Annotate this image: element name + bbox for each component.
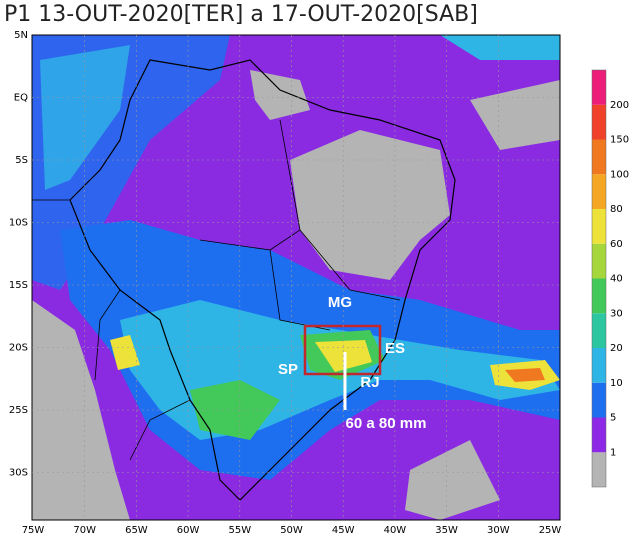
title: P1 13-OUT-2020[TER] a 17-OUT-2020[SAB] bbox=[4, 2, 478, 27]
lon-label: 75W bbox=[22, 525, 45, 536]
colorbar-box bbox=[592, 417, 606, 453]
colorbar-label: 10 bbox=[610, 378, 623, 389]
lon-label: 65W bbox=[125, 525, 148, 536]
annotation: ES bbox=[385, 340, 405, 357]
precipitation-field bbox=[32, 35, 560, 520]
lon-label: 50W bbox=[280, 525, 303, 536]
lon-label: 60W bbox=[177, 525, 200, 536]
annotation: SP bbox=[278, 361, 298, 378]
annotation: RJ bbox=[360, 374, 379, 391]
lat-label: 20S bbox=[9, 343, 28, 354]
lat-label: 15S bbox=[9, 280, 28, 291]
colorbar-label: 150 bbox=[610, 135, 629, 146]
lat-label: EQ bbox=[14, 93, 28, 104]
colorbar-box bbox=[592, 104, 606, 140]
map-frame bbox=[31, 34, 561, 521]
annotation: MG bbox=[328, 294, 352, 311]
lon-label: 35W bbox=[435, 525, 458, 536]
colorbar-box bbox=[592, 70, 606, 105]
colorbar-box bbox=[592, 174, 606, 209]
colorbar-box bbox=[592, 243, 606, 279]
colorbar-box bbox=[592, 139, 606, 175]
colorbar-label: 1 bbox=[610, 447, 616, 458]
lon-label: 40W bbox=[384, 525, 407, 536]
colorbar-label: 30 bbox=[610, 308, 623, 319]
lat-label: 30S bbox=[9, 468, 28, 479]
colorbar-label: 5 bbox=[610, 413, 616, 424]
lat-label: 25S bbox=[9, 405, 28, 416]
lat-label: 5N bbox=[14, 30, 28, 41]
colorbar-box bbox=[592, 348, 606, 383]
colorbar-label: 20 bbox=[610, 343, 623, 354]
colorbar-box bbox=[592, 452, 606, 487]
colorbar-box bbox=[592, 382, 606, 418]
lon-label: 70W bbox=[73, 525, 96, 536]
colorbar-label: 60 bbox=[610, 239, 623, 250]
colorbar-label: 200 bbox=[610, 100, 629, 111]
colorbar-label: 80 bbox=[610, 204, 623, 215]
colorbar-label: 100 bbox=[610, 169, 629, 180]
colorbar-frame bbox=[591, 69, 607, 488]
colorbar-label: 40 bbox=[610, 274, 623, 285]
colorbar-box bbox=[592, 278, 606, 314]
colorbar-box bbox=[592, 209, 606, 244]
lon-label: 55W bbox=[228, 525, 251, 536]
lon-label: 25W bbox=[539, 525, 562, 536]
lon-label: 45W bbox=[332, 525, 355, 536]
colorbar-box bbox=[592, 313, 606, 348]
annotation: 60 a 80 mm bbox=[346, 415, 427, 432]
lat-label: 5S bbox=[15, 155, 28, 166]
lon-label: 30W bbox=[487, 525, 510, 536]
lat-label: 10S bbox=[9, 218, 28, 229]
